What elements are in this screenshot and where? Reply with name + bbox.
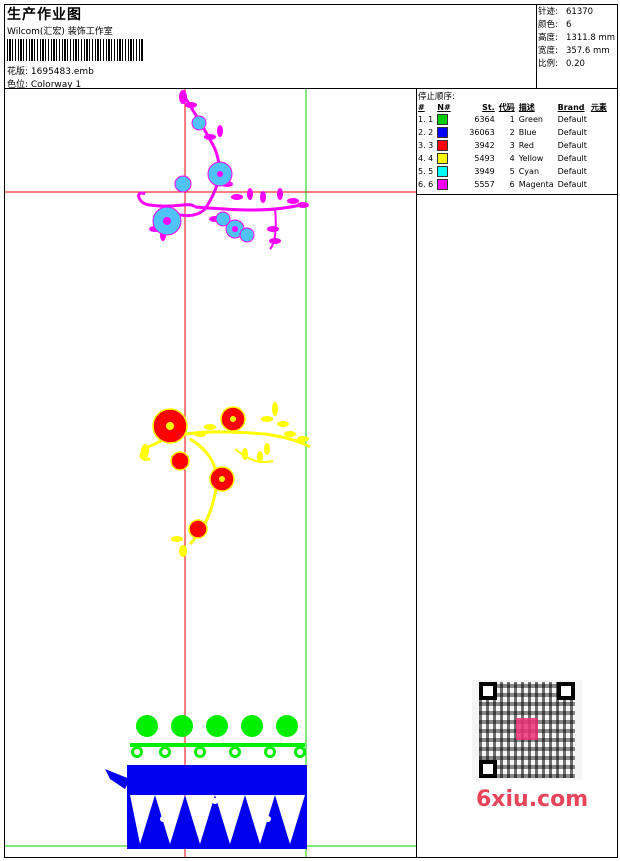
table-row: 2. 2 36063 2 Blue Default: [416, 126, 609, 139]
middle-floral-spray: [139, 402, 311, 557]
table-row: 4. 4 5493 4 Yellow Default: [416, 152, 609, 165]
stop-sequence-table: # N# St. 代码 描述 Brand 元素 1. 1 6364 1 Green De…: [416, 101, 609, 191]
qr-corner: [479, 760, 497, 778]
stat-height: 高度: 1311.8 mm: [538, 33, 616, 43]
color-swatch: [437, 179, 449, 190]
stat-scale: 比例: 0.20: [538, 59, 585, 69]
table-header-row: # N# St. 代码 描述 Brand 元素: [416, 101, 609, 113]
barcode: [7, 39, 143, 61]
row-element: [589, 139, 609, 152]
row-name: Magenta: [518, 180, 554, 189]
col-n: N#: [437, 102, 451, 112]
embroidery-preview: [5, 89, 416, 857]
col-code: 代码: [498, 102, 515, 112]
row-element: [589, 113, 609, 126]
sheet-frame: [4, 4, 618, 858]
panel-divider: [416, 88, 417, 858]
row-index: 3. 3: [418, 141, 434, 150]
row-swatch: [435, 165, 467, 178]
row-stitches: 3949: [474, 167, 495, 176]
qr-code: [472, 680, 582, 780]
row-stitches: 36063: [469, 128, 495, 137]
qr-corner: [479, 682, 497, 700]
row-swatch: [435, 139, 467, 152]
row-name: Yellow: [518, 154, 544, 163]
company-name: Wilcom(汇宏) 装饰工作室: [7, 27, 113, 37]
row-element: [589, 152, 609, 165]
header-bottom-rule: [4, 88, 618, 89]
design-file: 花版: 1695483.emb: [7, 67, 94, 77]
table-row: 3. 3 3942 3 Red Default: [416, 139, 609, 152]
table-bottom-rule: [416, 194, 618, 195]
col-desc: 描述: [518, 102, 535, 112]
watermark-site: 6xiu.com: [476, 787, 589, 812]
row-index: 5. 5: [418, 167, 434, 176]
row-code: 5: [509, 167, 515, 176]
table-row: 1. 1 6364 1 Green Default: [416, 113, 609, 126]
stat-width: 宽度: 357.6 mm: [538, 46, 610, 56]
qr-corner: [557, 682, 575, 700]
row-swatch: [435, 113, 467, 126]
row-stitches: 3942: [474, 141, 495, 150]
row-code: 4: [509, 154, 515, 163]
row-name: Red: [518, 141, 534, 150]
row-swatch: [435, 126, 467, 139]
col-hash: #: [418, 102, 425, 112]
row-index: 2. 2: [418, 128, 434, 137]
header: 生产作业图 Wilcom(汇宏) 装饰工作室 花版: 1695483.emb 色…: [4, 4, 536, 90]
row-code: 6: [509, 180, 515, 189]
row-brand: Default: [557, 128, 587, 137]
row-name: Cyan: [518, 167, 540, 176]
row-brand: Default: [557, 180, 587, 189]
row-element: [589, 165, 609, 178]
row-swatch: [435, 152, 467, 165]
table-row: 5. 5 3949 5 Cyan Default: [416, 165, 609, 178]
row-swatch: [435, 178, 467, 191]
row-code: 2: [509, 128, 515, 137]
row-element: [589, 126, 609, 139]
col-element: 元素: [590, 102, 607, 112]
color-swatch: [437, 153, 449, 164]
row-brand: Default: [557, 167, 587, 176]
color-swatch: [437, 127, 449, 138]
row-brand: Default: [557, 154, 587, 163]
row-code: 3: [509, 141, 515, 150]
row-index: 4. 4: [418, 154, 434, 163]
col-stitches: St.: [482, 102, 495, 112]
color-swatch: [437, 114, 449, 125]
colorway: 色位: Colorway 1: [7, 80, 82, 90]
top-floral-spray: [137, 90, 309, 250]
color-swatch: [437, 140, 449, 151]
row-name: Green: [518, 115, 543, 124]
row-index: 6. 6: [418, 180, 434, 189]
row-brand: Default: [557, 115, 587, 124]
row-name: Blue: [518, 128, 537, 137]
header-divider: [536, 4, 537, 88]
page-title: 生产作业图: [7, 7, 82, 23]
color-swatch: [437, 166, 449, 177]
row-element: [589, 178, 609, 191]
row-index: 1. 1: [418, 115, 434, 124]
stop-sequence-title: 停止顺序:: [418, 92, 455, 102]
stat-stitches: 针迹: 61370: [538, 7, 594, 17]
col-brand: Brand: [557, 102, 585, 112]
table-row: 6. 6 5557 6 Magenta Default: [416, 178, 609, 191]
bottom-lace-border: [105, 715, 307, 849]
row-stitches: 5557: [474, 180, 495, 189]
row-brand: Default: [557, 141, 587, 150]
design-stats: 针迹: 61370 颜色: 6 高度: 1311.8 mm 宽度: 357.6 mm 比…: [538, 6, 615, 71]
qr-logo-stamp: [516, 718, 538, 740]
stat-colors: 颜色: 6: [538, 20, 572, 30]
row-stitches: 6364: [474, 115, 495, 124]
row-stitches: 5493: [474, 154, 495, 163]
row-code: 1: [509, 115, 515, 124]
